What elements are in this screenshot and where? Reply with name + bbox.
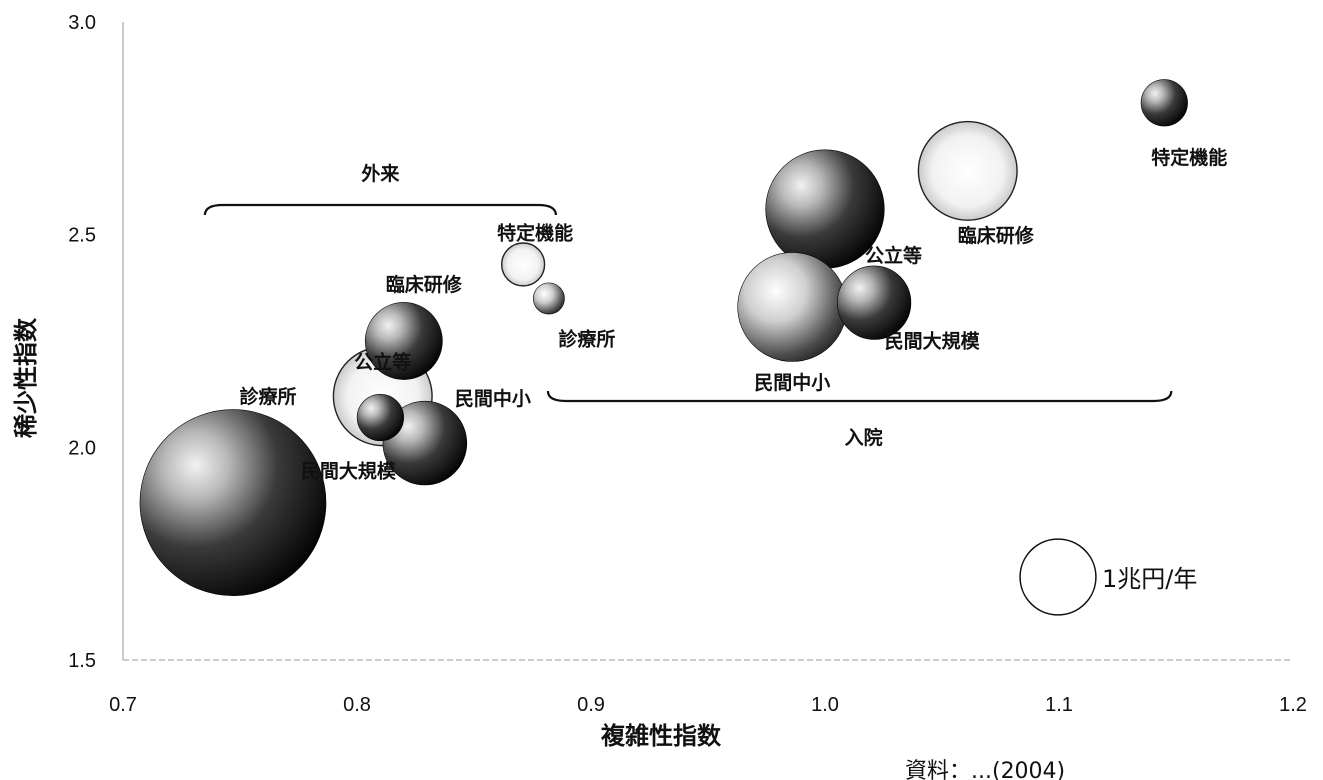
y-axis-title: 稀少性指数 bbox=[12, 317, 40, 438]
x-tick-label: 0.9 bbox=[577, 694, 605, 716]
bubble-point bbox=[364, 302, 443, 380]
group-label-inpatient: 入院 bbox=[845, 426, 883, 449]
bubbles bbox=[139, 79, 1188, 596]
point-label: 診療所 bbox=[558, 327, 615, 350]
point-label: 民間中小 bbox=[754, 371, 830, 394]
bubble-point bbox=[356, 394, 404, 442]
y-tick-label: 2.5 bbox=[68, 225, 96, 247]
point-label: 民間大規模 bbox=[885, 330, 981, 353]
x-tick-label: 1.0 bbox=[811, 694, 839, 716]
point-label: 特定機能 bbox=[1151, 146, 1227, 169]
bubble-point bbox=[1140, 79, 1188, 127]
x-axis-title: 複雑性指数 bbox=[601, 722, 722, 750]
x-tick-labels: 0.7 0.8 0.9 1.0 1.1 1.2 bbox=[109, 694, 1307, 716]
group-label-outpatient: 外来 bbox=[361, 162, 399, 185]
bracket-outpatient bbox=[203, 203, 557, 216]
bubble-point bbox=[837, 265, 912, 340]
axes bbox=[122, 22, 1293, 661]
y-tick-label: 2.0 bbox=[68, 437, 96, 459]
point-label: 公立等 bbox=[354, 350, 411, 373]
point-label: 臨床研修 bbox=[958, 224, 1035, 247]
bracket-inpatient bbox=[546, 390, 1173, 403]
legend-bubble bbox=[1019, 538, 1097, 616]
point-label: 臨床研修 bbox=[386, 273, 463, 296]
point-label: 特定機能 bbox=[497, 221, 573, 244]
bubble-point bbox=[737, 252, 848, 362]
x-tick-label: 1.2 bbox=[1279, 694, 1307, 716]
bubble-point bbox=[139, 409, 327, 596]
point-label: 民間大規模 bbox=[301, 460, 397, 483]
point-label: 民間中小 bbox=[455, 387, 531, 410]
x-tick-label: 1.1 bbox=[1045, 694, 1073, 716]
bubble-point bbox=[500, 242, 546, 287]
bubble-point bbox=[532, 282, 565, 315]
bubble-point bbox=[917, 120, 1018, 221]
y-tick-labels: 1.5 2.0 2.5 3.0 bbox=[68, 12, 96, 672]
source-note: 資料：...(2004) bbox=[905, 759, 1065, 780]
x-tick-label: 0.8 bbox=[343, 694, 371, 716]
legend-label: 1兆円/年 bbox=[1102, 565, 1197, 593]
legend: 1兆円/年 bbox=[1019, 538, 1197, 616]
bubble-point bbox=[382, 400, 468, 486]
y-tick-label: 3.0 bbox=[68, 12, 96, 34]
point-label: 公立等 bbox=[865, 244, 922, 267]
point-label: 診療所 bbox=[239, 385, 296, 408]
point-labels: 診療所公立等臨床研修民間中小民間大規模特定機能診療所公立等民間中小民間大規模臨床… bbox=[239, 146, 1227, 483]
x-tick-label: 0.7 bbox=[109, 694, 137, 716]
y-tick-label: 1.5 bbox=[68, 650, 96, 672]
